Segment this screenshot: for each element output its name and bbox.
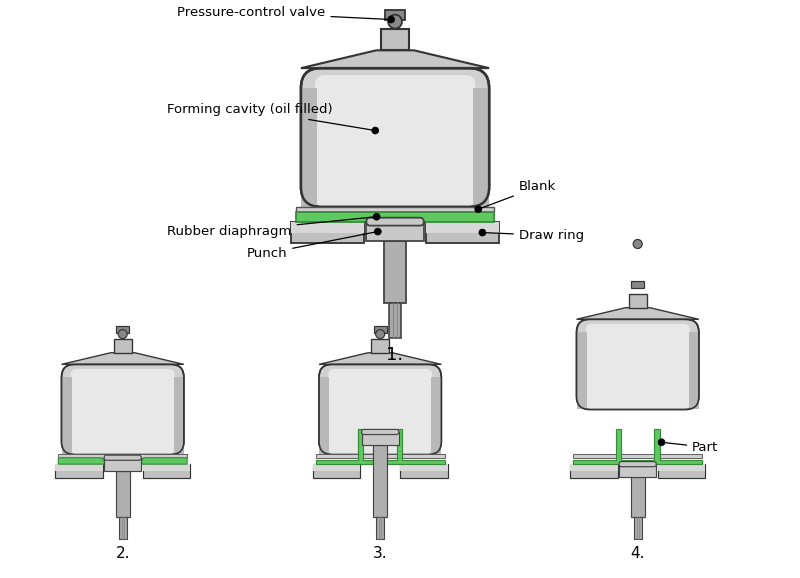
FancyBboxPatch shape	[366, 218, 424, 225]
Bar	[474, 88, 489, 207]
Text: Rubber diaphragm: Rubber diaphragm	[167, 217, 374, 238]
Polygon shape	[319, 353, 442, 364]
FancyBboxPatch shape	[619, 462, 656, 466]
Circle shape	[388, 14, 402, 28]
Bar	[658, 464, 706, 471]
Circle shape	[376, 329, 385, 339]
Bar	[313, 464, 360, 471]
FancyBboxPatch shape	[586, 324, 690, 409]
Bar	[104, 458, 142, 470]
Bar	[381, 28, 409, 50]
Text: Draw ring: Draw ring	[485, 229, 584, 242]
Bar	[118, 517, 126, 539]
Bar	[431, 377, 442, 454]
Bar	[426, 221, 499, 243]
Text: Blank: Blank	[481, 180, 556, 208]
Bar	[373, 445, 387, 517]
FancyBboxPatch shape	[301, 68, 489, 207]
Bar	[630, 477, 645, 517]
Circle shape	[372, 127, 378, 134]
Polygon shape	[316, 429, 445, 464]
Bar	[385, 10, 405, 20]
Text: 3.: 3.	[373, 546, 387, 561]
Bar	[631, 281, 644, 288]
Bar	[296, 207, 494, 212]
Bar	[366, 221, 424, 242]
Text: Forming cavity (oil filled): Forming cavity (oil filled)	[167, 103, 373, 130]
Circle shape	[633, 239, 642, 249]
Circle shape	[658, 439, 665, 446]
Bar	[55, 464, 102, 479]
Bar	[291, 221, 364, 243]
FancyBboxPatch shape	[315, 75, 475, 207]
Text: 4.: 4.	[630, 546, 645, 561]
Bar	[574, 454, 702, 458]
Bar	[114, 339, 132, 353]
Bar	[570, 464, 618, 471]
Bar	[374, 327, 386, 333]
Bar	[570, 464, 618, 479]
Circle shape	[374, 228, 382, 235]
Polygon shape	[62, 353, 184, 364]
Polygon shape	[574, 429, 702, 464]
Bar	[689, 332, 699, 409]
Bar	[174, 377, 184, 454]
Bar	[658, 464, 706, 479]
Bar	[629, 294, 646, 307]
Bar	[384, 242, 406, 303]
Bar	[291, 221, 364, 232]
Bar	[426, 221, 499, 232]
Circle shape	[479, 229, 486, 236]
Bar	[116, 470, 130, 517]
Bar	[400, 464, 448, 471]
FancyBboxPatch shape	[70, 369, 175, 454]
Bar	[55, 464, 102, 471]
Text: Punch: Punch	[246, 232, 375, 260]
FancyBboxPatch shape	[319, 364, 442, 454]
Bar	[371, 339, 390, 353]
Circle shape	[118, 329, 127, 339]
Bar	[634, 517, 642, 539]
Polygon shape	[301, 50, 489, 68]
Bar	[389, 303, 401, 338]
Polygon shape	[577, 307, 699, 319]
FancyBboxPatch shape	[104, 455, 142, 460]
Text: 1.: 1.	[386, 346, 404, 364]
Text: Pressure-control valve: Pressure-control valve	[177, 6, 388, 20]
Bar	[376, 517, 384, 539]
Text: Part: Part	[664, 440, 718, 454]
FancyBboxPatch shape	[328, 369, 432, 454]
FancyBboxPatch shape	[577, 319, 699, 409]
Circle shape	[474, 206, 482, 213]
Bar	[301, 88, 317, 207]
FancyBboxPatch shape	[62, 364, 184, 454]
Bar	[577, 332, 587, 409]
Bar	[362, 432, 399, 445]
Bar	[62, 377, 72, 454]
Polygon shape	[58, 458, 187, 464]
Bar	[58, 454, 187, 458]
Bar	[296, 212, 494, 221]
Bar	[319, 377, 330, 454]
Bar	[619, 464, 656, 477]
Circle shape	[388, 16, 394, 23]
FancyBboxPatch shape	[362, 429, 399, 435]
Bar	[142, 464, 190, 471]
Bar	[400, 464, 448, 479]
Bar	[313, 464, 360, 479]
Bar	[116, 327, 129, 333]
Bar	[142, 464, 190, 479]
Bar	[316, 454, 445, 458]
Text: 2.: 2.	[115, 546, 130, 561]
Circle shape	[373, 213, 380, 220]
